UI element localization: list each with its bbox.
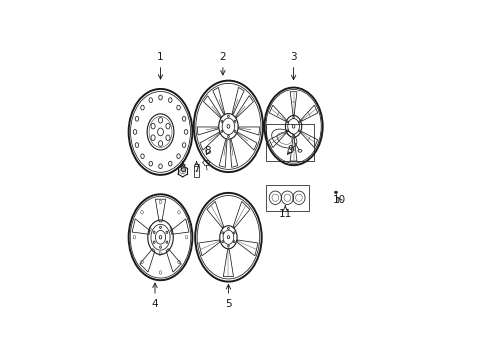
Ellipse shape [153,231,155,234]
Text: 8: 8 [204,146,210,156]
Ellipse shape [165,241,167,243]
Ellipse shape [157,128,163,136]
Text: 7: 7 [193,162,200,174]
Bar [194,166,198,176]
Text: 1: 1 [157,52,163,79]
Ellipse shape [159,235,162,239]
Ellipse shape [159,226,161,229]
Ellipse shape [227,236,229,239]
Ellipse shape [226,125,229,128]
Ellipse shape [334,191,337,194]
Text: 5: 5 [224,284,231,309]
Text: 3: 3 [290,52,296,80]
Text: 2: 2 [219,52,226,75]
Ellipse shape [292,125,294,128]
Ellipse shape [159,246,161,248]
Text: 9: 9 [287,145,293,155]
Bar [265,123,314,161]
Text: 6: 6 [179,162,185,174]
Ellipse shape [165,231,167,234]
Text: 4: 4 [151,283,158,309]
Text: 10: 10 [332,195,345,205]
Bar [265,185,308,211]
Text: 11: 11 [278,206,291,219]
Ellipse shape [153,241,155,243]
